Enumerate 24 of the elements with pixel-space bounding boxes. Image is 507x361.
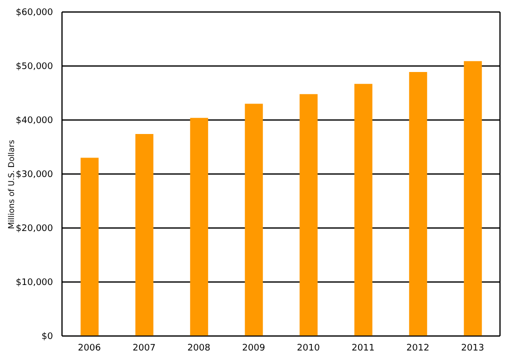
x-tick-label: 2011 [352, 343, 375, 354]
y-tick-label: $50,000 [16, 62, 54, 72]
bar [135, 134, 154, 336]
x-tick-label: 2013 [461, 343, 484, 354]
y-tick-label: $30,000 [16, 170, 54, 180]
bar [464, 61, 482, 336]
x-tick-label: 2008 [187, 343, 211, 354]
bar [300, 94, 318, 336]
x-tick-label: 2010 [296, 343, 320, 354]
x-tick-label: 2012 [406, 343, 430, 354]
bar [244, 104, 263, 336]
bar [409, 72, 428, 336]
y-axis-title: Millions of U.S. Dollars [6, 140, 16, 229]
x-tick-label: 2006 [78, 343, 102, 354]
x-tick-label: 2009 [242, 343, 266, 354]
y-tick-label: $20,000 [16, 224, 54, 234]
y-tick-label: $10,000 [16, 278, 54, 288]
bar [354, 84, 372, 336]
bar [80, 158, 99, 336]
y-tick-label: $40,000 [16, 116, 54, 126]
y-tick-label: $60,000 [16, 8, 54, 18]
y-tick-label: $0 [42, 332, 54, 342]
bar [190, 118, 208, 336]
x-tick-label: 2007 [132, 343, 156, 354]
